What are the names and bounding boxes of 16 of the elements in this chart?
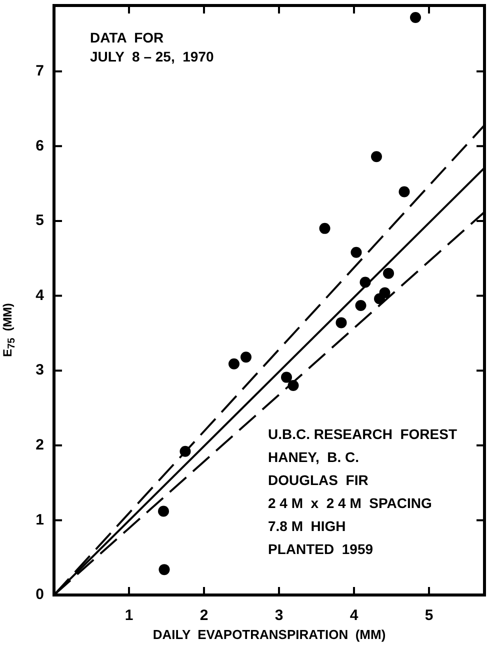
x-tick-label: 5 [424, 607, 434, 624]
x-tick-label: 1 [124, 607, 134, 624]
x-axis-title: DAILY EVAPOTRANSPIRATION (MM) [152, 626, 386, 642]
y-tick-label: 4 [36, 286, 45, 304]
y-tick-label: 5 [36, 212, 44, 230]
y-tick-label: 2 [36, 436, 44, 454]
y-tick-label: 6 [36, 137, 44, 154]
y-tick-label: 7 [36, 62, 44, 80]
x-tick-label: 3 [274, 607, 284, 624]
annotation: U.B.C. RESEARCH FOREST HANEY, B. C. DOUGLAS FIR 2 4 M x 2 4 M SPACING 7.8 M HIGH PLANTED 1959 [268, 426, 458, 557]
x-tick-label: 2 [200, 607, 208, 624]
y-tick-label: 1 [36, 511, 44, 528]
y-tick-label: 3 [36, 362, 44, 379]
annotation: DATA FOR JULY 8 – 25, 1970 [90, 29, 214, 64]
y-tick-label: 0 [36, 586, 44, 604]
x-tick-label: 4 [350, 607, 359, 624]
